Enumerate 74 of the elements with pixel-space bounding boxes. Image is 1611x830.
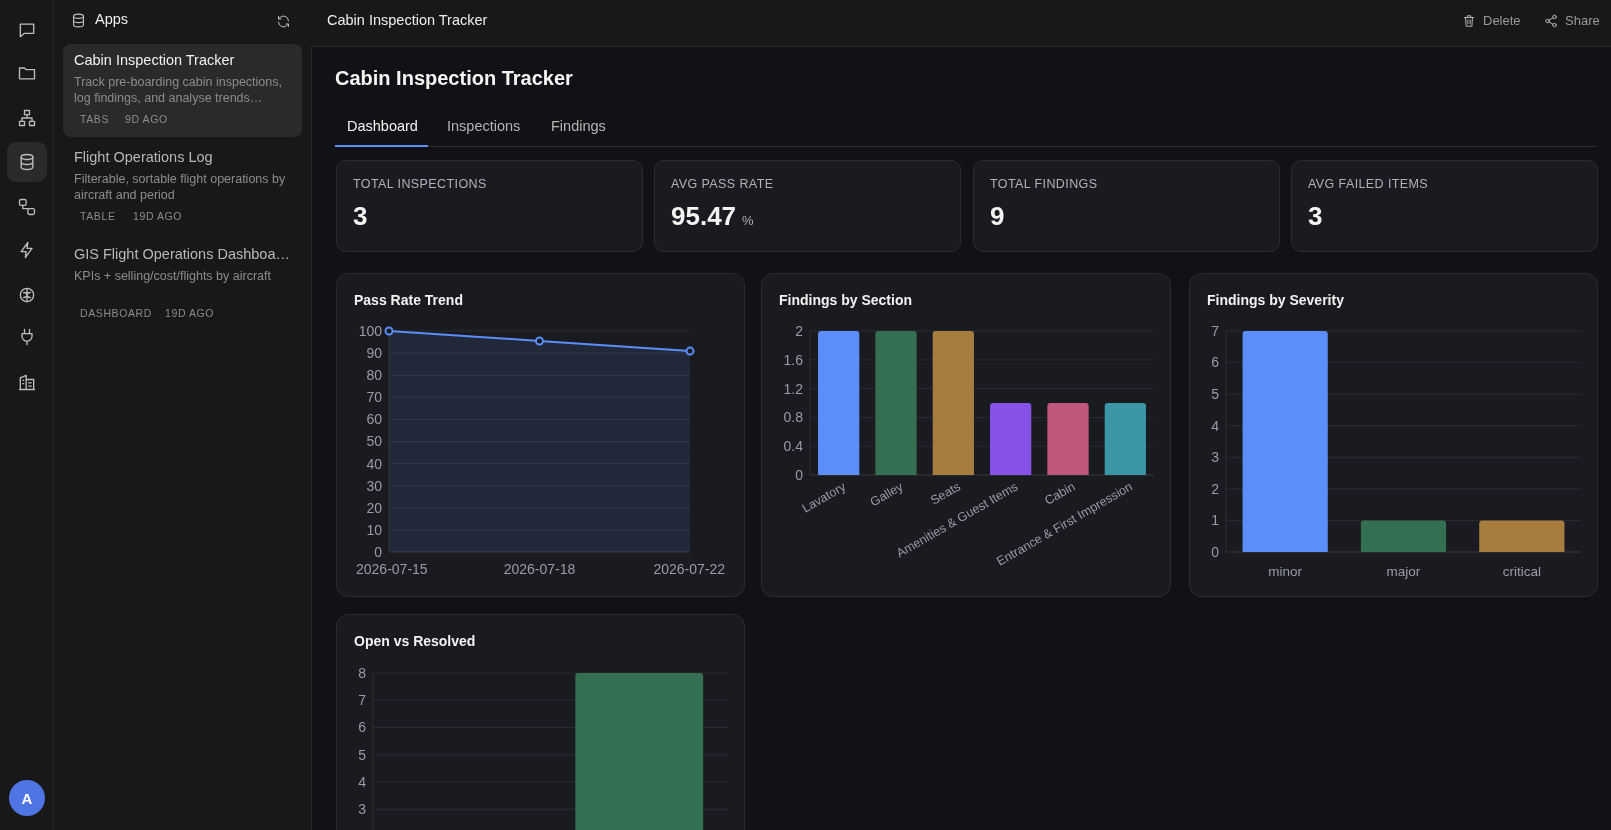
- x-tick-label: minor: [1268, 564, 1303, 579]
- chart-title: Pass Rate Trend: [354, 292, 463, 308]
- text: Cabin Inspection Tracker: [327, 12, 488, 28]
- y-tick-label: 5: [358, 746, 367, 763]
- x-tick-label: Cabin: [1042, 479, 1078, 508]
- y-tick-label: 10: [366, 521, 383, 538]
- y-tick-label: 2: [1211, 480, 1220, 497]
- text: %: [742, 213, 754, 228]
- text: Cabin Inspection Tracker: [335, 67, 573, 90]
- point: [685, 346, 695, 356]
- text: TABS: [80, 113, 110, 125]
- text: 9: [990, 201, 1005, 232]
- y-tick-label: 7: [358, 692, 367, 709]
- text: 95.47: [671, 201, 737, 232]
- y-tick-label: 100: [358, 322, 383, 339]
- text: Inspections: [447, 118, 521, 134]
- text: DASHBOARD: [80, 307, 152, 319]
- chart-title: Findings by Section: [779, 292, 913, 308]
- y-tick-label: 0: [795, 466, 804, 483]
- text: Findings: [551, 118, 606, 134]
- text: TOTAL FINDINGS: [990, 177, 1098, 191]
- y-tick-label: 70: [366, 389, 383, 406]
- y-tick-label: 40: [366, 455, 383, 472]
- y-tick-label: 1.2: [783, 380, 804, 397]
- y-tick-label: 3: [358, 801, 367, 818]
- y-tick-label: 0: [374, 543, 383, 560]
- y-tick-label: 80: [366, 367, 383, 384]
- text: Apps: [95, 11, 129, 27]
- y-tick-label: 90: [366, 345, 383, 361]
- x-tick-label: critical: [1502, 564, 1541, 579]
- y-tick-label: 1: [1211, 512, 1220, 529]
- y-tick-label: 0.4: [783, 438, 804, 455]
- y-tick-label: 7: [1211, 322, 1220, 339]
- chart-title: Findings by Severity: [1207, 292, 1345, 308]
- y-tick-label: 60: [366, 411, 383, 428]
- point: [535, 336, 544, 346]
- text: Share: [1565, 13, 1600, 28]
- y-tick-label: 5: [1211, 386, 1220, 403]
- x-tick-label: 2026-07-18: [503, 561, 576, 577]
- y-tick-label: 30: [366, 477, 383, 494]
- text: TABLE: [80, 210, 116, 222]
- text: Track pre-boarding cabin inspections, log findings, and analyse trends…: [74, 74, 283, 106]
- y-tick-label: 1.6: [783, 351, 804, 368]
- y-tick-label: 0.8: [783, 409, 804, 426]
- y-tick-label: 4: [1211, 417, 1220, 434]
- y-tick-label: 6: [1211, 354, 1220, 371]
- text: Dashboard: [347, 118, 418, 134]
- text: Filterable, sortable flight operations by aircraft and period: [74, 171, 287, 203]
- text: A: [9, 780, 45, 816]
- y-tick-label: 4: [358, 773, 367, 790]
- y-tick-label: 0: [1211, 543, 1220, 560]
- text: 3: [1308, 201, 1323, 232]
- y-tick-label: 3: [1211, 449, 1220, 466]
- text: Cabin Inspection Tracker: [74, 52, 235, 68]
- point: [384, 326, 394, 336]
- x-tick-label: 2026-07-22: [653, 561, 726, 577]
- y-tick-label: 8: [358, 664, 367, 681]
- x-tick-label: 2026-07-15: [356, 561, 428, 577]
- text: Delete: [1483, 13, 1521, 28]
- text: 9D AGO: [125, 113, 168, 125]
- y-tick-label: 6: [358, 719, 367, 736]
- text: AVG FAILED ITEMS: [1308, 177, 1429, 191]
- text: AVG PASS RATE: [671, 177, 774, 191]
- text: GIS Flight Operations Dashboa…: [74, 246, 290, 262]
- y-tick-label: 20: [366, 499, 383, 516]
- text: KPIs + selling/cost/flights by aircraft: [74, 268, 272, 284]
- y-tick-label: 2: [795, 322, 804, 339]
- text: Flight Operations Log: [74, 149, 213, 165]
- x-tick-label: major: [1386, 564, 1421, 579]
- text: 19D AGO: [165, 307, 215, 319]
- text: 19D AGO: [133, 210, 183, 222]
- y-tick-label: 50: [366, 433, 383, 450]
- chart-title: Open vs Resolved: [354, 633, 476, 649]
- text: TOTAL INSPECTIONS: [353, 177, 487, 191]
